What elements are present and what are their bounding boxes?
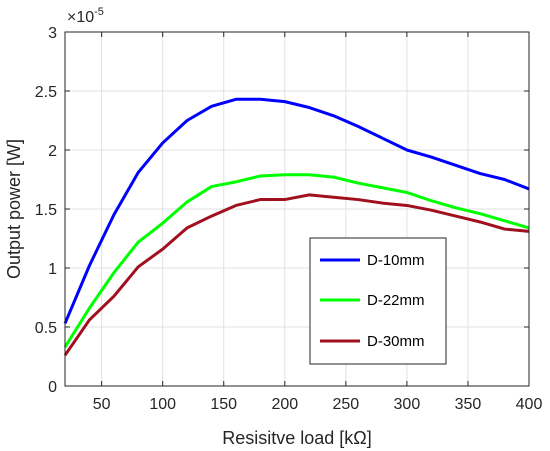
x-tick-label: 250 [332, 396, 359, 413]
legend-label-d22: D-22mm [367, 292, 425, 309]
x-tick-label: 300 [394, 396, 421, 413]
y-tick-label: 1 [48, 261, 57, 278]
x-tick-label: 50 [93, 396, 111, 413]
legend-label-d30: D-30mm [367, 333, 425, 350]
y-tick-label: 2 [48, 143, 57, 160]
y-tick-label: 3 [48, 25, 57, 42]
legend: D-10mm D-22mm D-30mm [309, 237, 447, 365]
y-tick-label: 0.5 [35, 320, 57, 337]
legend-label-d10: D-10mm [367, 252, 425, 269]
y-tick-label: 0 [48, 379, 57, 396]
series-line-d10 [63, 97, 530, 325]
x-tick-label: 100 [149, 396, 176, 413]
y-axis-title: Output power [W] [4, 139, 24, 279]
y-tick-label: 2.5 [35, 84, 57, 101]
series-line-d30 [63, 193, 530, 357]
x-axis-title: Resisitve load [kΩ] [222, 428, 372, 448]
y-tick-label: 1.5 [35, 202, 57, 219]
x-tick-label: 400 [516, 396, 543, 413]
tick-labels: 50 100 150 200 250 300 350 400 0 0.5 1 1.5 2 2.5 3 [35, 25, 543, 413]
series-line-d22 [63, 173, 530, 348]
ticks [65, 31, 530, 387]
x-tick-label: 150 [210, 396, 237, 413]
series-layer [63, 97, 530, 357]
y-exponent-label: ×10-5 [67, 6, 104, 26]
x-tick-label: 200 [271, 396, 298, 413]
x-tick-label: 350 [455, 396, 482, 413]
